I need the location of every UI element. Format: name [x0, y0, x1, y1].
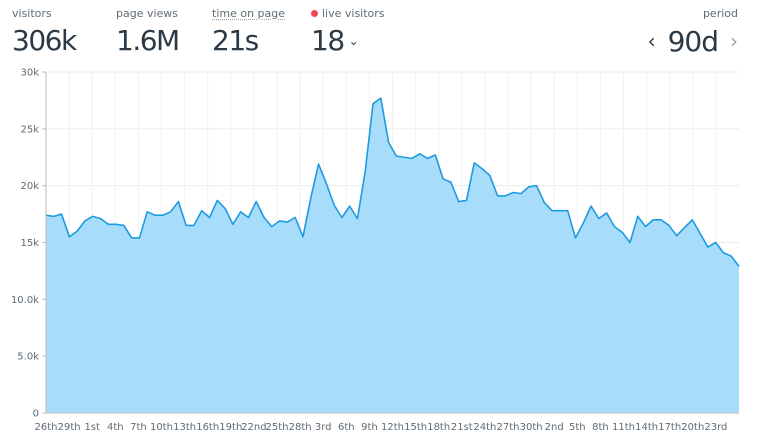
- x-tick-label: 20th: [681, 422, 704, 433]
- y-tick-label: 25k: [20, 124, 39, 135]
- period-selector: period ‹ 90d ›: [648, 6, 738, 58]
- x-tick-label: 21st: [451, 422, 473, 433]
- live-visitors-value-row[interactable]: 18 ⌄: [311, 24, 385, 58]
- x-tick-label: 4th: [107, 422, 124, 433]
- visitors-series-line: [45, 97, 740, 267]
- x-tick-label: 14th: [635, 422, 658, 433]
- y-tick-label: 5.0k: [17, 352, 39, 363]
- stat-label: time on page: [212, 7, 286, 20]
- stat-value: 306k: [12, 24, 77, 57]
- y-tick-label: 20k: [20, 181, 39, 192]
- x-tick-label: 28th: [289, 422, 312, 433]
- x-tick-label: 16th: [196, 422, 219, 433]
- stat-visitors[interactable]: visitors 306k: [12, 6, 77, 58]
- visitors-area-fill: [46, 98, 739, 413]
- stat-time-on-page[interactable]: time on page 21s: [212, 6, 285, 58]
- stat-label: live visitors: [322, 7, 385, 20]
- y-tick-label: 0: [33, 409, 39, 420]
- x-tick-label: 1st: [84, 422, 100, 433]
- live-visitors-label-row: live visitors: [311, 6, 385, 22]
- x-tick-label: 24th: [473, 422, 496, 433]
- y-tick-label: 30k: [20, 68, 39, 79]
- x-tick-label: 18th: [427, 422, 450, 433]
- x-tick-label: 3rd: [315, 422, 332, 433]
- stat-label: visitors: [12, 7, 52, 20]
- y-tick-label: 15k: [20, 238, 39, 249]
- stat-label: page views: [116, 7, 179, 20]
- x-tick-label: 27th: [497, 422, 520, 433]
- x-tick-label: 23rd: [704, 422, 727, 433]
- chevron-right-icon[interactable]: ›: [730, 29, 738, 53]
- x-tick-label: 8th: [592, 422, 609, 433]
- x-tick-label: 10th: [150, 422, 173, 433]
- x-tick-label: 25th: [266, 422, 289, 433]
- stat-value: 1.6M: [116, 24, 180, 57]
- stat-page-views[interactable]: page views 1.6M: [116, 6, 180, 58]
- x-tick-label: 15th: [404, 422, 427, 433]
- x-tick-label: 5th: [569, 422, 586, 433]
- y-tick-label: 10.0k: [11, 295, 39, 306]
- chevron-down-icon[interactable]: ⌄: [348, 34, 359, 48]
- period-value[interactable]: 90d: [667, 24, 719, 58]
- x-tick-label: 7th: [130, 422, 147, 433]
- period-label: period: [702, 7, 738, 20]
- x-tick-label: 17th: [658, 422, 681, 433]
- x-tick-label: 6th: [338, 422, 355, 433]
- stat-live-visitors[interactable]: live visitors 18 ⌄: [311, 6, 385, 58]
- stat-value: 21s: [212, 24, 259, 57]
- stat-value: 18: [311, 24, 345, 57]
- chevron-left-icon[interactable]: ‹: [647, 29, 656, 53]
- x-tick-label: 9th: [361, 422, 378, 433]
- x-tick-label: 19th: [219, 422, 242, 433]
- x-tick-label: 13th: [173, 422, 196, 433]
- x-tick-label: 2nd: [545, 422, 564, 433]
- x-tick-label: 26th: [35, 422, 58, 433]
- live-dot-icon: [311, 10, 318, 17]
- x-tick-label: 11th: [612, 422, 635, 433]
- x-tick-label: 22nd: [241, 422, 266, 433]
- x-tick-label: 12th: [381, 422, 404, 433]
- x-tick-label: 30th: [520, 422, 543, 433]
- x-tick-label: 29th: [58, 422, 81, 433]
